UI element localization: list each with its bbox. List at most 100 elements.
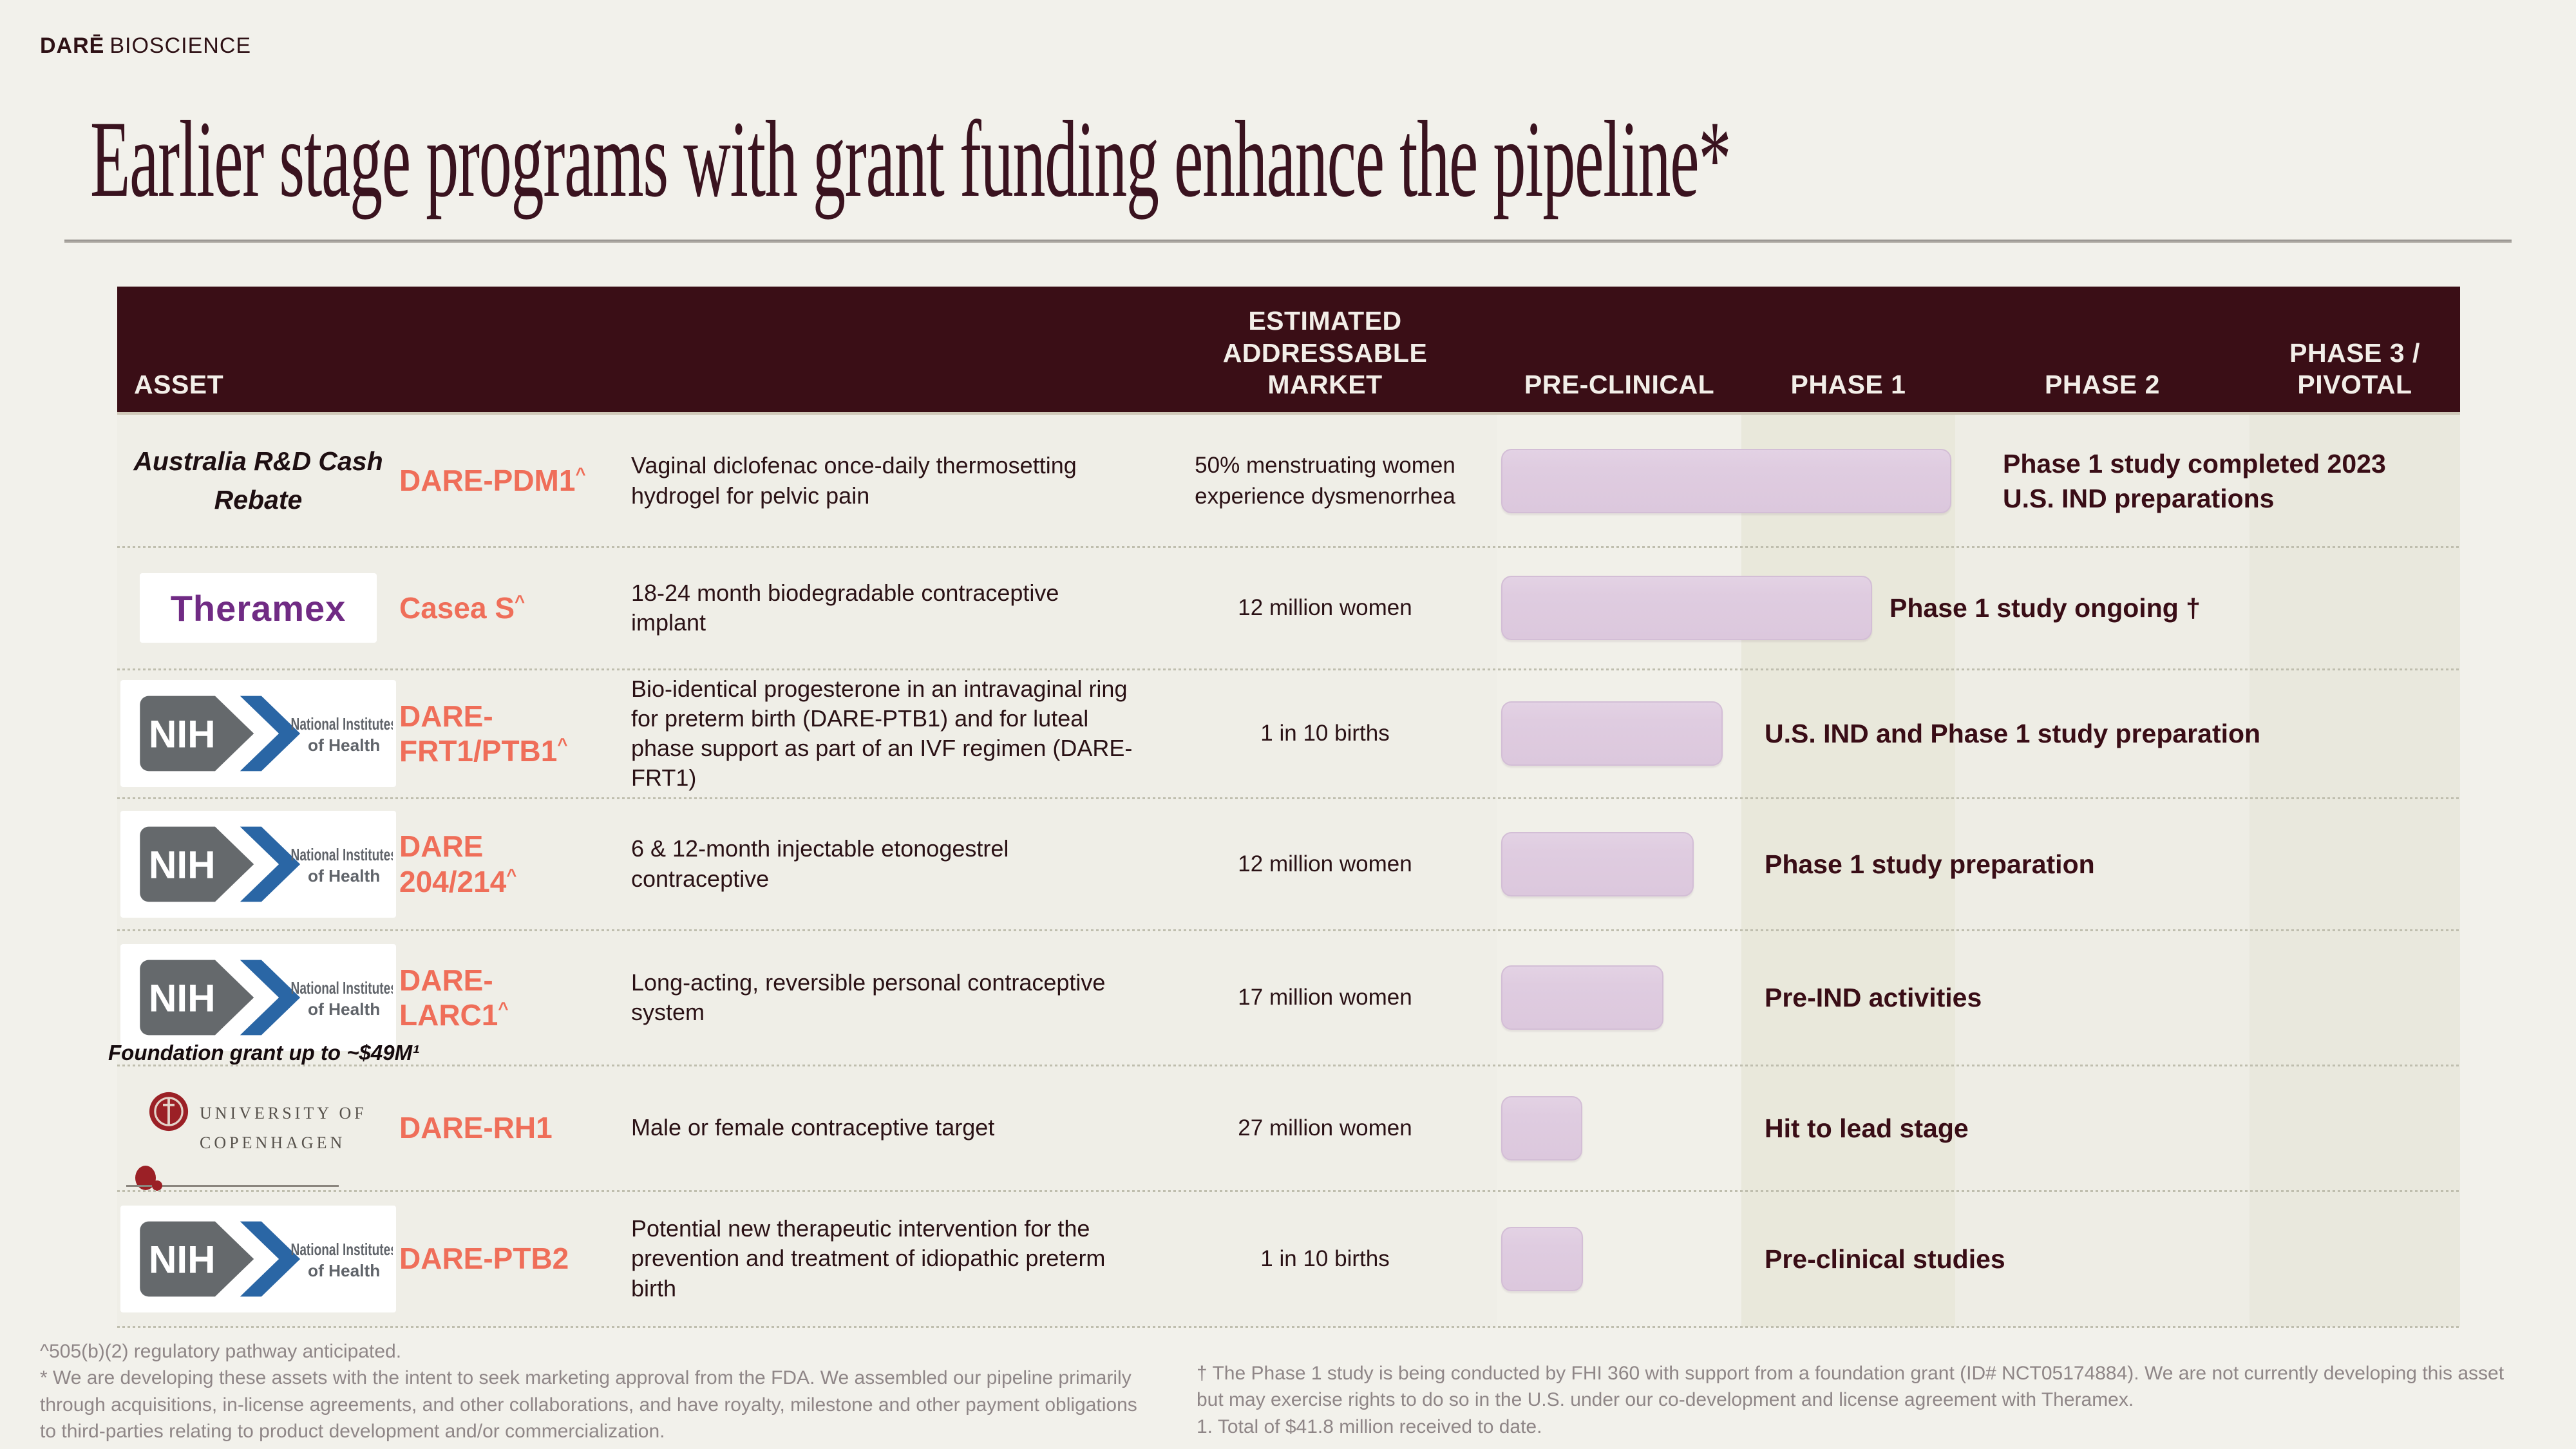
nih-text-line1: National Institutes (291, 978, 393, 998)
asset-name-sup: ^ (575, 464, 586, 485)
nih-chevron-icon (240, 696, 301, 772)
australia-rd-cash-rebate-label: Australia R&D Cash Rebate (133, 446, 383, 515)
asset-name-text: DARE-RH1 (399, 1111, 553, 1145)
status-text: Pre-IND activities (1765, 982, 1982, 1012)
asset-logo-cell: Theramex (117, 547, 399, 669)
nih-mark-icon: NIH National Institutes of Health (140, 1221, 393, 1296)
table-row: Theramex Casea S^ 18-24 month biodegrada… (117, 547, 2460, 670)
company-logo-light: BIOSCIENCE (109, 33, 252, 58)
footnote-right: † The Phase 1 study is being conducted b… (1197, 1360, 2510, 1440)
asset-name: Casea S^ (399, 591, 631, 625)
pipeline-table: ASSET ESTIMATED ADDRESSABLE MARKET PRE-C… (108, 287, 2460, 1328)
asset-name: DARE-PDM1^ (399, 463, 631, 498)
table-body: Australia R&D Cash Rebate DARE-PDM1^ Vag… (108, 415, 2460, 1328)
asset-logo: Australia R&D Cash Rebate (133, 442, 383, 519)
phase-bar (1501, 831, 1694, 896)
asset-logo: NIH National Institutes of Health (120, 810, 396, 918)
phase-bar (1501, 576, 1872, 640)
column-band-phase2 (1955, 415, 2249, 1327)
status-text: Phase 1 study preparation (1765, 849, 2095, 879)
phase-bar (1501, 448, 1951, 513)
nih-text-line2: of Health (308, 866, 380, 886)
market-estimate: 17 million women (1238, 985, 1412, 1010)
market-estimate: 12 million women (1238, 595, 1412, 621)
column-band-phase3 (2249, 415, 2460, 1327)
asset-name-text: DARE- FRT1/PTB1 (399, 699, 558, 768)
university-of-copenhagen-logo: UNIVERSITY OF COPENHAGEN (121, 1065, 398, 1191)
asset-description: Long-acting, reversible personal contrac… (631, 969, 1106, 1025)
pipeline-cell: Pre-clinical studies (1497, 1191, 2460, 1327)
nih-abbr: NIH (149, 1237, 216, 1281)
asset-description: Bio-identical progesterone in an intrava… (631, 675, 1133, 791)
column-band-phase1 (1741, 415, 1955, 1327)
phase-bar (1501, 1226, 1583, 1291)
asset-description: 6 & 12-month injectable etonogestrel con… (631, 835, 1009, 892)
nih-mark-icon: NIH National Institutes of Health (140, 826, 393, 902)
table-row: NIH National Institutes of Health Founda… (108, 930, 2460, 1066)
pipeline-cell: Phase 1 study completed 2023 U.S. IND pr… (1497, 415, 2460, 547)
foundation-grant-note: Foundation grant up to ~$49M¹ (108, 1041, 420, 1065)
nih-text-line1: National Institutes (291, 845, 393, 864)
table-row: NIH National Institutes of Health DARE- … (117, 669, 2460, 799)
asset-name: DARE 204/214^ (399, 829, 631, 899)
copenhagen-rule (126, 1185, 339, 1187)
copenhagen-wordmark: UNIVERSITY OF COPENHAGEN (200, 1104, 367, 1152)
asset-name-sup: ^ (515, 591, 526, 612)
asset-logo-cell: NIH National Institutes of Health (117, 669, 399, 798)
column-header-preclinical: PRE-CLINICAL (1524, 369, 1715, 399)
asset-name-text: DARE- LARC1 (399, 963, 498, 1032)
theramex-logo: Theramex (140, 573, 377, 643)
footnote-grant-total: 1. Total of $41.8 million received to da… (1197, 1416, 1542, 1437)
status-text: Phase 1 study ongoing † (1889, 592, 2201, 623)
asset-logo: UNIVERSITY OF COPENHAGEN (118, 1065, 398, 1191)
asset-name-text: DARE-PTB2 (399, 1242, 569, 1276)
column-header-phase1: PHASE 1 (1790, 369, 1906, 399)
pipeline-cell: U.S. IND and Phase 1 study preparation (1497, 669, 2460, 798)
status-text: Hit to lead stage (1765, 1113, 1969, 1143)
asset-name-text: DARE 204/214 (399, 829, 507, 898)
table-header: ASSET ESTIMATED ADDRESSABLE MARKET PRE-C… (117, 287, 2460, 415)
nih-chevron-icon (240, 1221, 301, 1296)
phase-bar (1501, 701, 1723, 766)
copenhagen-rule-dot-icon (152, 1180, 162, 1191)
asset-logo-cell: NIH National Institutes of Health (117, 798, 399, 930)
status-text: Phase 1 study completed 2023 U.S. IND pr… (2003, 448, 2386, 513)
theramex-wordmark: Theramex (170, 587, 346, 629)
asset-logo-cell: UNIVERSITY OF COPENHAGEN (117, 1065, 399, 1191)
asset-logo-cell: Australia R&D Cash Rebate (117, 415, 399, 547)
status-text: Pre-clinical studies (1765, 1244, 2005, 1274)
nih-abbr: NIH (149, 842, 216, 886)
asset-name: DARE- FRT1/PTB1^ (399, 699, 631, 769)
table-row: UNIVERSITY OF COPENHAGEN DARE-RH1 Male o… (117, 1065, 2460, 1192)
asset-description: Vaginal diclofenac once-daily thermosett… (631, 452, 1077, 509)
footnote-left: ^505(b)(2) regulatory pathway anticipate… (40, 1338, 1148, 1445)
asset-logo: NIH National Institutes of Health (120, 1205, 396, 1312)
column-header-asset: ASSET (134, 369, 224, 399)
asset-name: DARE- LARC1^ (399, 963, 631, 1033)
nih-text-line1: National Institutes (291, 1240, 393, 1259)
pipeline-cell: Phase 1 study ongoing † (1497, 547, 2460, 669)
slide-title: Earlier stage programs with grant fundin… (90, 99, 1731, 220)
company-logo: DARĒ BIOSCIENCE (40, 33, 251, 59)
column-header-market: ESTIMATED ADDRESSABLE MARKET (1222, 306, 1428, 399)
asset-description: Male or female contraceptive target (631, 1114, 995, 1141)
pipeline-cell: Phase 1 study preparation (1497, 798, 2460, 930)
asset-name-text: Casea S (399, 591, 515, 625)
asset-name-sup: ^ (557, 734, 568, 755)
copenhagen-crest-icon (149, 1092, 189, 1132)
nih-chevron-icon (240, 960, 301, 1036)
market-estimate: 1 in 10 births (1260, 721, 1390, 746)
company-logo-bold: DARĒ (40, 33, 105, 58)
market-estimate: 50% menstruating women experience dysmen… (1195, 453, 1455, 509)
asset-name: DARE-RH1 (399, 1110, 631, 1145)
market-estimate: 1 in 10 births (1260, 1245, 1390, 1271)
asset-logo: NIH National Institutes of Health (120, 944, 396, 1051)
footnote-regulatory: ^505(b)(2) regulatory pathway anticipate… (40, 1341, 402, 1362)
asset-description: Potential new therapeutic intervention f… (631, 1215, 1106, 1302)
asset-description: 18-24 month biodegradable contraceptive … (631, 579, 1059, 636)
footnote-dagger: † The Phase 1 study is being conducted b… (1197, 1363, 2505, 1411)
phase-bar (1501, 965, 1663, 1030)
table-row: NIH National Institutes of Health DARE-P… (117, 1191, 2460, 1328)
market-estimate: 27 million women (1238, 1115, 1412, 1141)
